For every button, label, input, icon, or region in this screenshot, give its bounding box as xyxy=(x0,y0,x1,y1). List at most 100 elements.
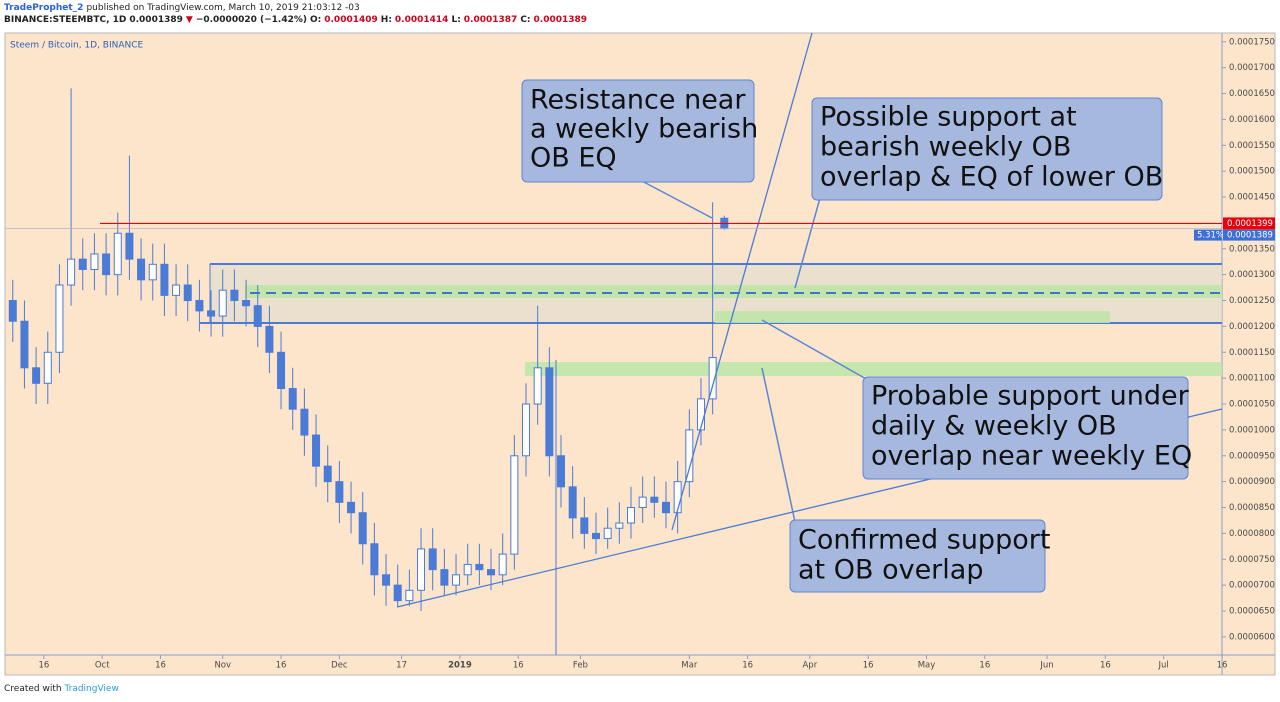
publish-line: TradeProphet_2 published on TradingView.c… xyxy=(4,2,590,14)
annotation-line: a weekly bearish xyxy=(530,114,758,145)
candle-body xyxy=(417,548,426,591)
x-tick-label: 16 xyxy=(979,661,990,671)
x-tick-label: Dec xyxy=(331,661,348,671)
y-tick-label: 0.0001750 xyxy=(1229,37,1275,47)
callout-box xyxy=(789,519,1046,593)
candle-body xyxy=(218,289,227,317)
annotation-line: overlap & EQ of lower OB xyxy=(820,162,1163,193)
candle-body xyxy=(300,408,309,436)
candle-body xyxy=(498,553,507,576)
candle-body xyxy=(510,455,519,555)
x-tick-label: Oct xyxy=(95,661,110,671)
pointer xyxy=(639,179,713,219)
l-label: L: xyxy=(451,15,461,25)
candle-body xyxy=(708,356,717,400)
y-tick-label: 0.0001650 xyxy=(1229,89,1275,99)
callout-box xyxy=(862,376,1189,480)
author[interactable]: TradeProphet_2 xyxy=(4,3,84,13)
candle-body xyxy=(428,548,437,571)
y-tick-label: 0.0000700 xyxy=(1229,581,1275,591)
callout-box xyxy=(521,79,755,183)
y-tick-label: 0.0001250 xyxy=(1229,296,1275,306)
y-tick-label: 0.0001500 xyxy=(1229,167,1275,177)
annotation-line: Resistance near xyxy=(530,85,746,116)
o-value: 0.0001409 xyxy=(324,15,378,25)
candle-body xyxy=(522,403,531,457)
x-tick-label: 17 xyxy=(396,661,407,671)
daily-ob-zone xyxy=(715,311,1110,323)
x-tick-label: 16 xyxy=(742,661,753,671)
frame xyxy=(4,32,1276,676)
candle-body xyxy=(265,325,274,353)
c-value: 0.0001389 xyxy=(533,15,588,25)
y-tick-label: 0.0001050 xyxy=(1229,400,1275,410)
candle-body xyxy=(393,584,402,602)
candle-body xyxy=(335,481,344,503)
trend-line xyxy=(671,32,813,531)
zones xyxy=(200,263,1222,655)
candle-body xyxy=(358,512,367,545)
created: Created with xyxy=(4,684,62,694)
y-tick-label: 0.0000850 xyxy=(1229,503,1275,513)
y-tick-label: 0.0001550 xyxy=(1229,141,1275,151)
chart: Steem / Bitcoin, 1D, BINANCE Resistance … xyxy=(4,32,1276,676)
candle-body xyxy=(183,284,192,302)
candle-body xyxy=(230,289,239,302)
candle-body xyxy=(125,232,134,260)
pointer xyxy=(761,367,796,523)
candle-body xyxy=(580,517,589,534)
candle-body xyxy=(545,367,554,457)
x-tick-label: 16 xyxy=(1217,661,1228,671)
x-tick-label: Nov xyxy=(214,661,231,671)
candle-body xyxy=(207,310,216,317)
candle-body xyxy=(312,434,321,467)
candle-body xyxy=(160,263,169,296)
pointer xyxy=(761,319,869,381)
candle-body xyxy=(382,574,391,586)
candle-body xyxy=(102,253,111,276)
candle-body xyxy=(90,253,99,270)
y-tick-label: 0.0001100 xyxy=(1229,374,1275,384)
candle-body xyxy=(55,284,64,353)
symbol: BINANCE:STEEMBTC, 1D xyxy=(4,15,127,25)
price-line-tag xyxy=(1223,217,1275,230)
candle-body xyxy=(78,258,87,270)
green-band xyxy=(245,285,1222,298)
candle-body xyxy=(475,563,484,571)
candle-body xyxy=(323,465,332,483)
candle-body xyxy=(568,486,577,519)
symbol-title: Steem / Bitcoin, 1D, BINANCE xyxy=(10,41,144,51)
candle-body xyxy=(288,388,297,410)
annotation-line: Possible support at xyxy=(820,102,1077,133)
y-tick-label: 0.0001350 xyxy=(1229,244,1275,254)
last-price-label: 0.0001389 xyxy=(1227,231,1273,241)
y-tick-label: 0.0001300 xyxy=(1229,270,1275,280)
annotation-line: at OB overlap xyxy=(798,555,983,586)
candle-body xyxy=(32,367,41,384)
candle-body xyxy=(685,429,694,483)
x-tick-label: Feb xyxy=(573,661,588,671)
candle-body xyxy=(113,232,122,276)
candle-body xyxy=(137,258,146,281)
candle-body xyxy=(195,300,204,312)
brand[interactable]: TradingView xyxy=(64,684,119,694)
candle-body xyxy=(20,320,29,369)
c-label: C: xyxy=(520,15,531,25)
x-tick-label: 16 xyxy=(276,661,287,671)
candle-body xyxy=(615,522,624,529)
l-value: 0.0001387 xyxy=(463,15,518,25)
published: published on TradingView.com, March 10, … xyxy=(86,3,360,13)
candle-body xyxy=(148,263,157,281)
y-tick-label: 0.0000750 xyxy=(1229,555,1275,565)
annotation-line: bearish weekly OB xyxy=(820,132,1071,163)
footer: Created with TradingView xyxy=(4,684,119,694)
h-value: 0.0001414 xyxy=(394,15,449,25)
quote-line: BINANCE:STEEMBTC, 1D 0.0001389 ▼ −0.0000020… xyxy=(4,14,590,26)
axes: 0.0000600 0.0000650 0.0000700 0.0000750 0.00… xyxy=(5,37,1275,671)
x-tick-label: 16 xyxy=(513,661,524,671)
candle-body xyxy=(592,532,601,540)
callout-box xyxy=(811,97,1163,201)
candle-body xyxy=(661,501,670,514)
pointer xyxy=(794,197,821,289)
